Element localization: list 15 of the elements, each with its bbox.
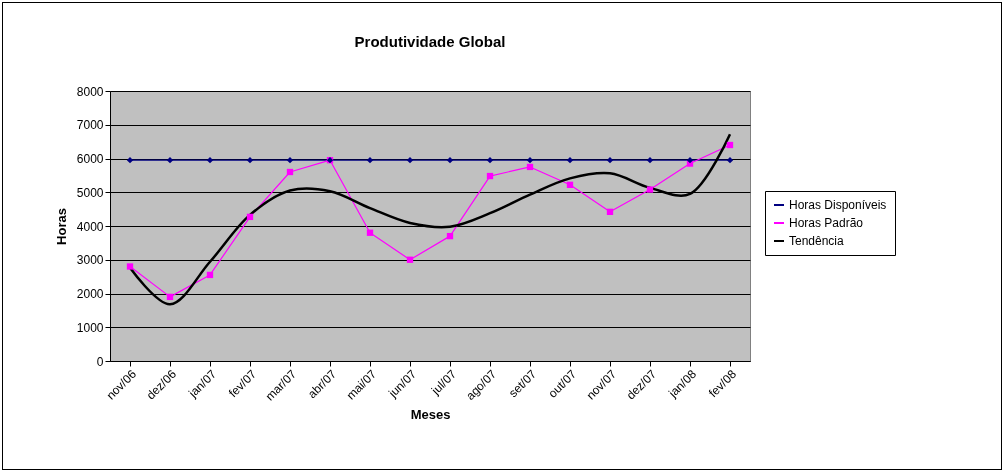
- y-tick-label: 2000: [76, 287, 104, 301]
- y-tick-label: 0: [96, 354, 104, 369]
- legend-label: Horas Disponíveis: [789, 198, 887, 212]
- y-tick-label: 6000: [76, 152, 104, 166]
- y-tick-label: 1000: [76, 320, 104, 335]
- y-tick-label: 5000: [76, 185, 104, 200]
- y-tick-label: 7000: [76, 118, 104, 133]
- y-tick-label: 8000: [76, 84, 104, 99]
- y-tick-label: 4000: [76, 219, 104, 234]
- x-axis-title: Meses: [410, 406, 451, 422]
- legend-label: Tendência: [789, 234, 845, 248]
- legend-label: Horas Padrão: [789, 216, 864, 230]
- y-axis-title: Horas: [53, 208, 69, 245]
- chart-title: Produtividade Global: [354, 33, 506, 50]
- y-tick-label: 3000: [76, 253, 104, 268]
